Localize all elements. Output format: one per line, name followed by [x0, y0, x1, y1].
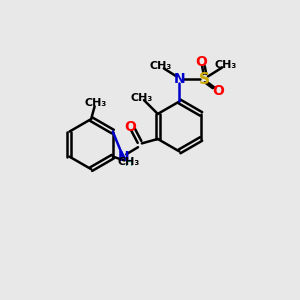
Text: CH₃: CH₃	[149, 61, 171, 71]
Text: CH₃: CH₃	[118, 157, 140, 167]
Text: O: O	[196, 55, 208, 69]
Text: CH₃: CH₃	[84, 98, 107, 108]
Text: CH₃: CH₃	[214, 60, 237, 70]
Text: O: O	[125, 120, 136, 134]
Text: H: H	[125, 158, 134, 167]
Text: S: S	[199, 72, 210, 87]
Text: N: N	[174, 72, 185, 86]
Text: CH₃: CH₃	[130, 93, 153, 103]
Text: N: N	[118, 150, 129, 164]
Text: O: O	[212, 84, 224, 98]
